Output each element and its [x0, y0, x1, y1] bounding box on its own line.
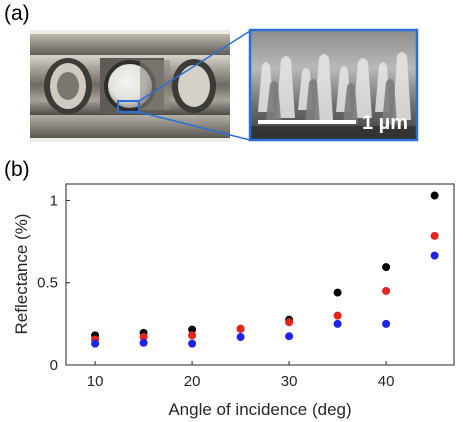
data-point-series-1: [333, 288, 342, 297]
data-point-series-3: [333, 319, 342, 328]
reflectance-chart: 10 20 30 40 00.51 Angle of incidence (deg) …: [12, 183, 455, 419]
x-tick-label: 40: [378, 373, 395, 390]
data-point-series-1: [430, 191, 439, 200]
data-point-series-1: [188, 325, 197, 334]
scale-bar-label: 1 µm: [362, 112, 408, 134]
data-point-series-2: [236, 324, 245, 333]
x-axis-label: Angle of incidence (deg): [168, 400, 351, 419]
data-point-series-2: [188, 331, 197, 340]
panel-label-b: (b): [4, 158, 30, 181]
data-point-series-3: [285, 332, 294, 341]
y-axis-ticks: 00.51: [37, 192, 70, 374]
mount-photo: [30, 30, 230, 142]
data-point-series-2: [382, 286, 391, 295]
data-point-series-3: [188, 339, 197, 348]
sample-highlight-box: [117, 100, 140, 113]
x-tick-label: 20: [184, 373, 201, 390]
data-point-series-1: [382, 263, 391, 272]
data-point-series-3: [91, 339, 100, 348]
scale-bar: [258, 120, 356, 124]
data-point-series-3: [236, 333, 245, 342]
data-point-series-2: [333, 311, 342, 320]
x-tick-label: 30: [281, 373, 298, 390]
data-point-series-2: [139, 333, 148, 342]
data-point-series-3: [382, 319, 391, 328]
zoom-line-top: [138, 30, 251, 102]
y-tick-label: 1: [50, 192, 58, 209]
data-point-series-3: [139, 338, 148, 347]
x-tick-label: 10: [87, 373, 104, 390]
panel-label-a: (a): [4, 2, 30, 25]
data-point-series-2: [430, 231, 439, 240]
y-tick-label: 0.5: [37, 275, 58, 292]
data-point-series-2: [285, 318, 294, 327]
plot-frame: [65, 183, 455, 366]
sem-inset-frame: [248, 28, 419, 142]
zoom-line-bottom: [138, 111, 251, 141]
x-axis-ticks: 10 20 30 40: [87, 361, 395, 390]
data-point-series-3: [430, 251, 439, 260]
data-points: [91, 191, 439, 348]
y-axis-label: Reflectance (%): [12, 214, 31, 335]
y-tick-label: 0: [50, 357, 58, 374]
